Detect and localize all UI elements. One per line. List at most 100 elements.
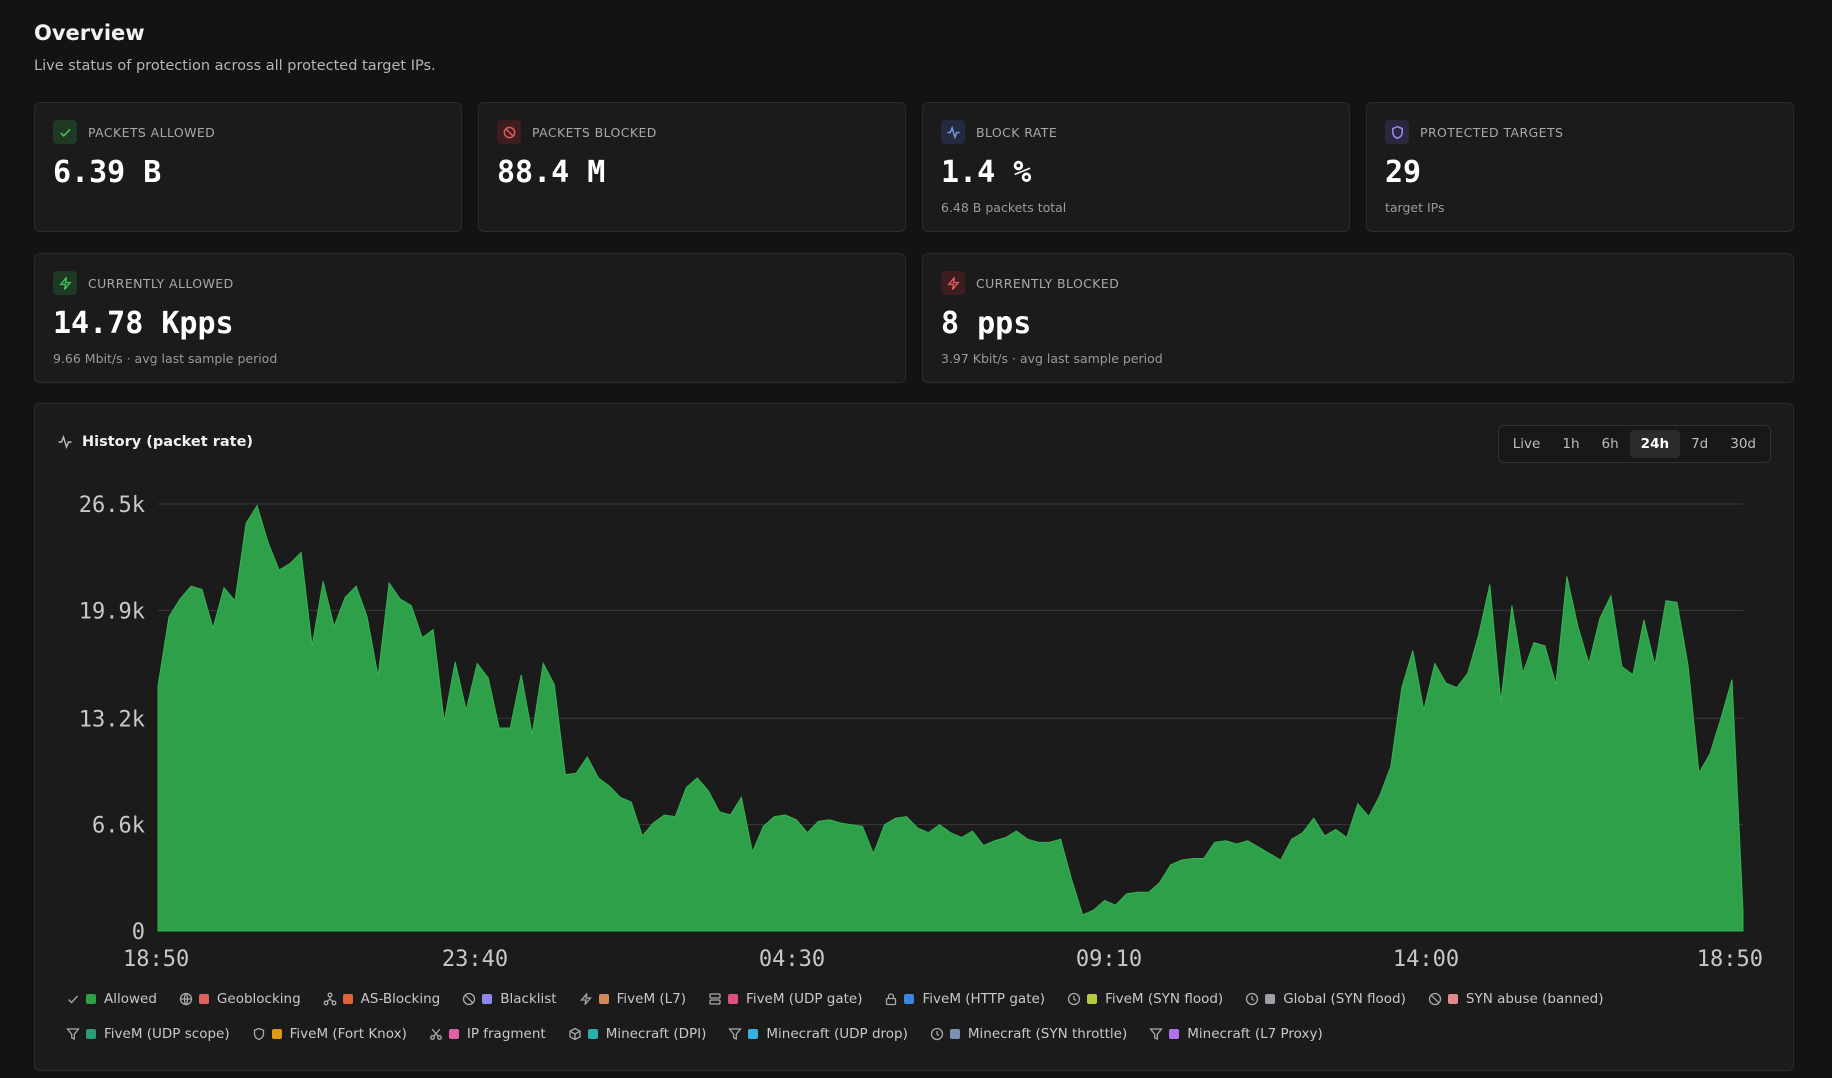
- legend-item[interactable]: FiveM (L7): [579, 990, 686, 1008]
- legend-item[interactable]: FiveM (HTTP gate): [884, 990, 1045, 1008]
- legend-label: Minecraft (L7 Proxy): [1187, 1026, 1323, 1042]
- ban-icon: [1428, 992, 1442, 1006]
- server-icon: [708, 992, 722, 1006]
- zap-icon: [579, 992, 593, 1006]
- stat-label: PACKETS BLOCKED: [532, 125, 657, 140]
- legend-label: FiveM (UDP scope): [104, 1026, 230, 1042]
- zap-icon: [941, 271, 965, 295]
- legend-item[interactable]: FiveM (UDP gate): [708, 990, 862, 1008]
- legend-item[interactable]: FiveM (UDP scope): [66, 1025, 230, 1043]
- legend-label: Global (SYN flood): [1283, 991, 1406, 1007]
- ban-icon: [462, 992, 476, 1006]
- range-button-6h[interactable]: 6h: [1601, 436, 1619, 452]
- stat-subtext: 9.66 Mbit/s · avg last sample period: [53, 351, 278, 366]
- legend-swatch: [271, 1029, 282, 1039]
- x-tick-label: 18:50: [123, 947, 189, 972]
- legend-label: FiveM (UDP gate): [746, 991, 863, 1007]
- legend-item[interactable]: FiveM (Fort Knox): [252, 1025, 407, 1043]
- legend-swatch: [1087, 994, 1098, 1004]
- card-currently-blocked: CURRENTLY BLOCKED 8 pps 3.97 Kbit/s · av…: [922, 253, 1794, 383]
- page-title: Overview: [34, 21, 145, 45]
- x-tick-label: 14:00: [1393, 947, 1459, 972]
- x-tick-label: 09:10: [1076, 947, 1142, 972]
- range-button-live[interactable]: Live: [1512, 436, 1541, 452]
- card-packets-allowed: PACKETS ALLOWED 6.39 B: [34, 102, 462, 232]
- legend-swatch: [949, 1029, 960, 1039]
- legend-swatch: [86, 994, 96, 1004]
- filter-icon: [66, 1027, 80, 1041]
- legend-swatch: [904, 994, 915, 1004]
- stat-subtext: target IPs: [1385, 200, 1445, 215]
- legend-item[interactable]: Global (SYN flood): [1245, 990, 1406, 1008]
- zap-icon: [53, 271, 77, 295]
- legend-swatch: [1265, 994, 1276, 1004]
- legend-item[interactable]: Minecraft (DPI): [568, 1025, 707, 1043]
- legend-item[interactable]: AS-Blocking: [323, 990, 441, 1008]
- y-tick-label: 13.2k: [79, 707, 145, 732]
- lock-icon: [884, 992, 898, 1006]
- legend-label: Blacklist: [500, 991, 557, 1007]
- legend-label: AS-Blocking: [360, 991, 441, 1007]
- legend-label: Minecraft (SYN throttle): [967, 1026, 1128, 1042]
- time-range-selector: Live 1h 6h 24h 7d 30d: [1497, 425, 1771, 463]
- check-icon: [53, 120, 77, 144]
- legend-swatch: [198, 994, 209, 1004]
- globe-icon: [179, 992, 193, 1006]
- legend-swatch: [587, 1029, 598, 1039]
- filter-icon: [1149, 1027, 1164, 1041]
- card-currently-allowed: CURRENTLY ALLOWED 14.78 Kpps 9.66 Mbit/s…: [34, 253, 906, 383]
- legend-label: Allowed: [104, 991, 157, 1007]
- stat-label: CURRENTLY ALLOWED: [88, 276, 234, 291]
- stat-label: PACKETS ALLOWED: [88, 125, 216, 140]
- legend-label: FiveM (SYN flood): [1105, 991, 1224, 1007]
- range-button-30d[interactable]: 30d: [1730, 436, 1756, 452]
- legend-item[interactable]: Blacklist: [462, 990, 557, 1008]
- legend-swatch: [448, 1029, 459, 1039]
- legend-label: FiveM (Fort Knox): [289, 1026, 407, 1042]
- stat-value: 29: [1385, 155, 1422, 190]
- y-tick-label: 19.9k: [79, 599, 145, 624]
- legend-label: SYN abuse (banned): [1465, 991, 1604, 1007]
- legend-item[interactable]: Minecraft (L7 Proxy): [1149, 1025, 1323, 1043]
- stat-value: 88.4 M: [497, 155, 606, 190]
- y-tick-label: 6.6k: [92, 814, 145, 839]
- x-tick-label: 18:50: [1697, 947, 1763, 972]
- card-packets-blocked: PACKETS BLOCKED 88.4 M: [478, 102, 906, 232]
- legend-label: Geoblocking: [216, 991, 301, 1007]
- legend-swatch: [598, 994, 609, 1004]
- filter-icon: [728, 1027, 743, 1041]
- activity-icon: [58, 434, 72, 450]
- history-title: History (packet rate): [82, 434, 254, 450]
- check-icon: [66, 992, 80, 1006]
- legend-label: Minecraft (UDP drop): [766, 1026, 908, 1042]
- legend-swatch: [728, 994, 739, 1004]
- clock-icon: [1067, 992, 1081, 1006]
- clock-icon: [1245, 992, 1259, 1006]
- shield-icon: [1385, 120, 1409, 144]
- stat-value: 6.39 B: [53, 155, 162, 190]
- legend-item[interactable]: Allowed: [66, 990, 157, 1008]
- legend-item[interactable]: SYN abuse (banned): [1428, 990, 1604, 1008]
- legend-swatch: [1169, 1029, 1180, 1039]
- legend-item[interactable]: FiveM (SYN flood): [1067, 990, 1223, 1008]
- shield-icon: [252, 1027, 266, 1041]
- legend-item[interactable]: Geoblocking: [179, 990, 301, 1008]
- range-button-24h[interactable]: 24h: [1629, 430, 1681, 458]
- history-header: History (packet rate): [57, 434, 253, 450]
- clock-icon: [930, 1027, 944, 1041]
- legend-item[interactable]: Minecraft (UDP drop): [728, 1025, 908, 1043]
- range-button-1h[interactable]: 1h: [1562, 436, 1580, 452]
- legend-item[interactable]: IP fragment: [429, 1025, 546, 1043]
- network-icon: [323, 992, 337, 1006]
- series-area-allowed: [157, 504, 1744, 932]
- box-icon: [568, 1027, 582, 1041]
- legend-item[interactable]: Minecraft (SYN throttle): [930, 1025, 1127, 1043]
- card-protected-targets: PROTECTED TARGETS 29 target IPs: [1366, 102, 1794, 232]
- stat-label: BLOCK RATE: [976, 125, 1058, 140]
- legend-label: FiveM (HTTP gate): [922, 991, 1046, 1007]
- range-button-7d[interactable]: 7d: [1691, 436, 1709, 452]
- legend-label: Minecraft (DPI): [605, 1026, 707, 1042]
- stat-label: PROTECTED TARGETS: [1420, 125, 1564, 140]
- legend-swatch: [342, 994, 353, 1004]
- legend-swatch: [482, 994, 493, 1004]
